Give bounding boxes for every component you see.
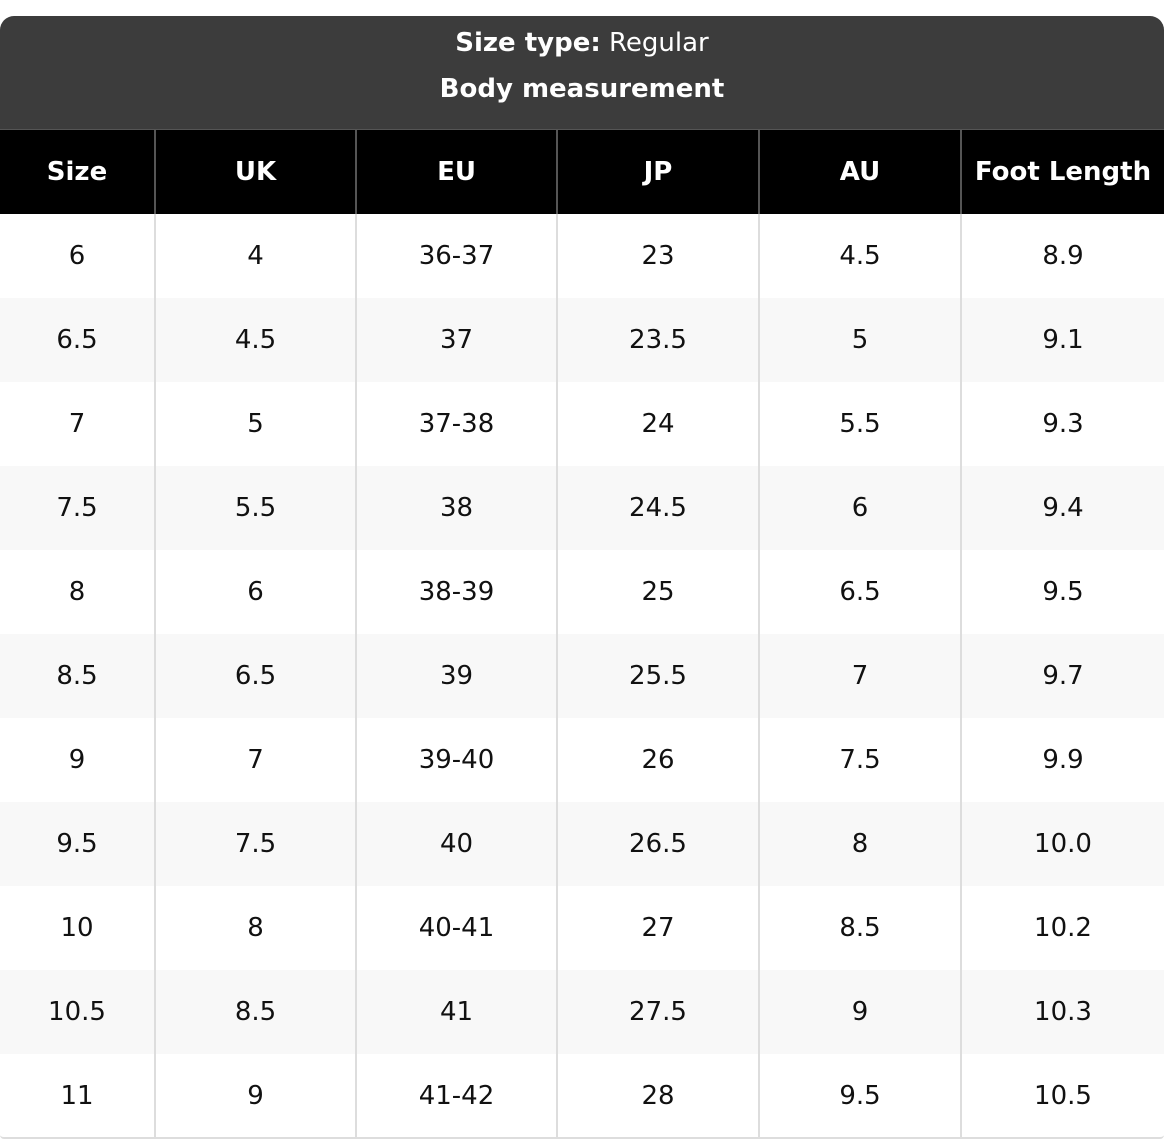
table-cell: 41-42 [355, 1054, 557, 1137]
table-cell: 9.3 [960, 382, 1164, 466]
table-cell: 4.5 [154, 298, 356, 382]
table-row: 7 5 37-38 24 5.5 9.3 [0, 382, 1164, 466]
chart-header: Size type: Regular Body measurement [0, 16, 1164, 129]
table-cell: 7.5 [0, 466, 155, 550]
table-cell: 8.5 [154, 970, 356, 1054]
table-cell: 9 [758, 970, 961, 1054]
table-cell: 24.5 [556, 466, 759, 550]
table-cell: 26.5 [556, 802, 759, 886]
column-header: Foot Length [960, 129, 1164, 214]
table-row: 7.5 5.5 38 24.5 6 9.4 [0, 466, 1164, 550]
table-cell: 23 [556, 214, 759, 298]
table-cell: 9 [154, 1054, 356, 1137]
table-cell: 4.5 [758, 214, 961, 298]
table-row: 8 6 38-39 25 6.5 9.5 [0, 550, 1164, 634]
table-cell: 11 [60, 1081, 94, 1111]
table-cell: 38 [355, 466, 557, 550]
table-cell: 6.5 [758, 550, 961, 634]
table-cell: 40-41 [355, 886, 557, 970]
column-header: Size [0, 129, 155, 214]
table-cell: 5 [758, 298, 961, 382]
table-cell: 10.0 [960, 802, 1164, 886]
table-cell: 8.9 [960, 214, 1164, 298]
table-row: 10 8 40-41 27 8.5 10.2 [0, 886, 1164, 970]
table-cell: 9.5 [960, 550, 1164, 634]
table-body: 6 4 36-37 23 4.5 8.9 6.5 4.5 37 23.5 5 9.1 7 5 37-38 24… [0, 214, 1164, 1137]
table-cell: 10.5 [0, 970, 155, 1054]
table-row: 6 4 36-37 23 4.5 8.9 [0, 214, 1164, 298]
table-cell: 37-38 [355, 382, 557, 466]
column-header: AU [758, 129, 961, 214]
table-cell: 9.9 [960, 718, 1164, 802]
table-cell: 26 [556, 718, 759, 802]
size-type-line: Size type: Regular [0, 16, 1164, 72]
table-cell: 4 [154, 214, 356, 298]
table-cell: 25 [556, 550, 759, 634]
table-cell: 6 [68, 241, 86, 271]
size-table: Size UK EU JP AU Foot Length 6 4 36-37 23 4.5 8.9 6… [0, 129, 1164, 1137]
table-cell: 38-39 [355, 550, 557, 634]
table-cell: 10.5 [960, 1054, 1164, 1137]
table-cell: 7 [154, 718, 356, 802]
table-cell: 36-37 [355, 214, 557, 298]
table-cell: 23.5 [556, 298, 759, 382]
table-cell: 7 [758, 634, 961, 718]
table-cell: 6.5 [0, 298, 155, 382]
table-row: 8.5 6.5 39 25.5 7 9.7 [0, 634, 1164, 718]
table-row: 6.5 4.5 37 23.5 5 9.1 [0, 298, 1164, 382]
table-cell: 27 [556, 886, 759, 970]
table-cell: 27.5 [556, 970, 759, 1054]
table-cell: 9.4 [960, 466, 1164, 550]
header-row: Size UK EU JP AU Foot Length [0, 129, 1164, 214]
table-cell: 7.5 [758, 718, 961, 802]
table-cell: 6.5 [154, 634, 356, 718]
column-header: JP [556, 129, 759, 214]
table-cell: 9.5 [758, 1054, 961, 1137]
table-row: 9 7 39-40 26 7.5 9.9 [0, 718, 1164, 802]
table-cell: 10 [60, 913, 94, 943]
table-cell: 25.5 [556, 634, 759, 718]
table-cell: 5 [154, 382, 356, 466]
size-type-label: Size type: [455, 28, 601, 58]
table-row: 9.5 7.5 40 26.5 8 10.0 [0, 802, 1164, 886]
table-cell: 28 [556, 1054, 759, 1137]
table-cell: 8.5 [758, 886, 961, 970]
table-cell: 7.5 [154, 802, 356, 886]
table-cell: 9.1 [960, 298, 1164, 382]
table-cell: 39-40 [355, 718, 557, 802]
table-cell: 40 [355, 802, 557, 886]
size-type-value: Regular [609, 28, 709, 58]
size-chart: Size type: Regular Body measurement Size… [0, 16, 1164, 1139]
table-cell: 9 [68, 745, 86, 775]
table-cell: 9.7 [960, 634, 1164, 718]
table-cell: 8 [154, 886, 356, 970]
table-cell: 8 [68, 577, 86, 607]
column-header: EU [355, 129, 557, 214]
table-cell: 41 [355, 970, 557, 1054]
table-cell: 24 [556, 382, 759, 466]
table-cell: 10.2 [960, 886, 1164, 970]
table-cell: 37 [355, 298, 557, 382]
table-cell: 6 [758, 466, 961, 550]
table-cell: 6 [154, 550, 356, 634]
table-cell: 8.5 [0, 634, 155, 718]
table-cell: 9.5 [0, 802, 155, 886]
table-row: 11 9 41-42 28 9.5 10.5 [0, 1054, 1164, 1137]
table-cell: 8 [758, 802, 961, 886]
table-row: 10.5 8.5 41 27.5 9 10.3 [0, 970, 1164, 1054]
table-cell: 5.5 [154, 466, 356, 550]
chart-title: Body measurement [439, 74, 725, 104]
table-cell: 10.3 [960, 970, 1164, 1054]
table-cell: 39 [355, 634, 557, 718]
table-cell: 7 [68, 409, 86, 439]
column-header: UK [154, 129, 356, 214]
table-cell: 5.5 [758, 382, 961, 466]
